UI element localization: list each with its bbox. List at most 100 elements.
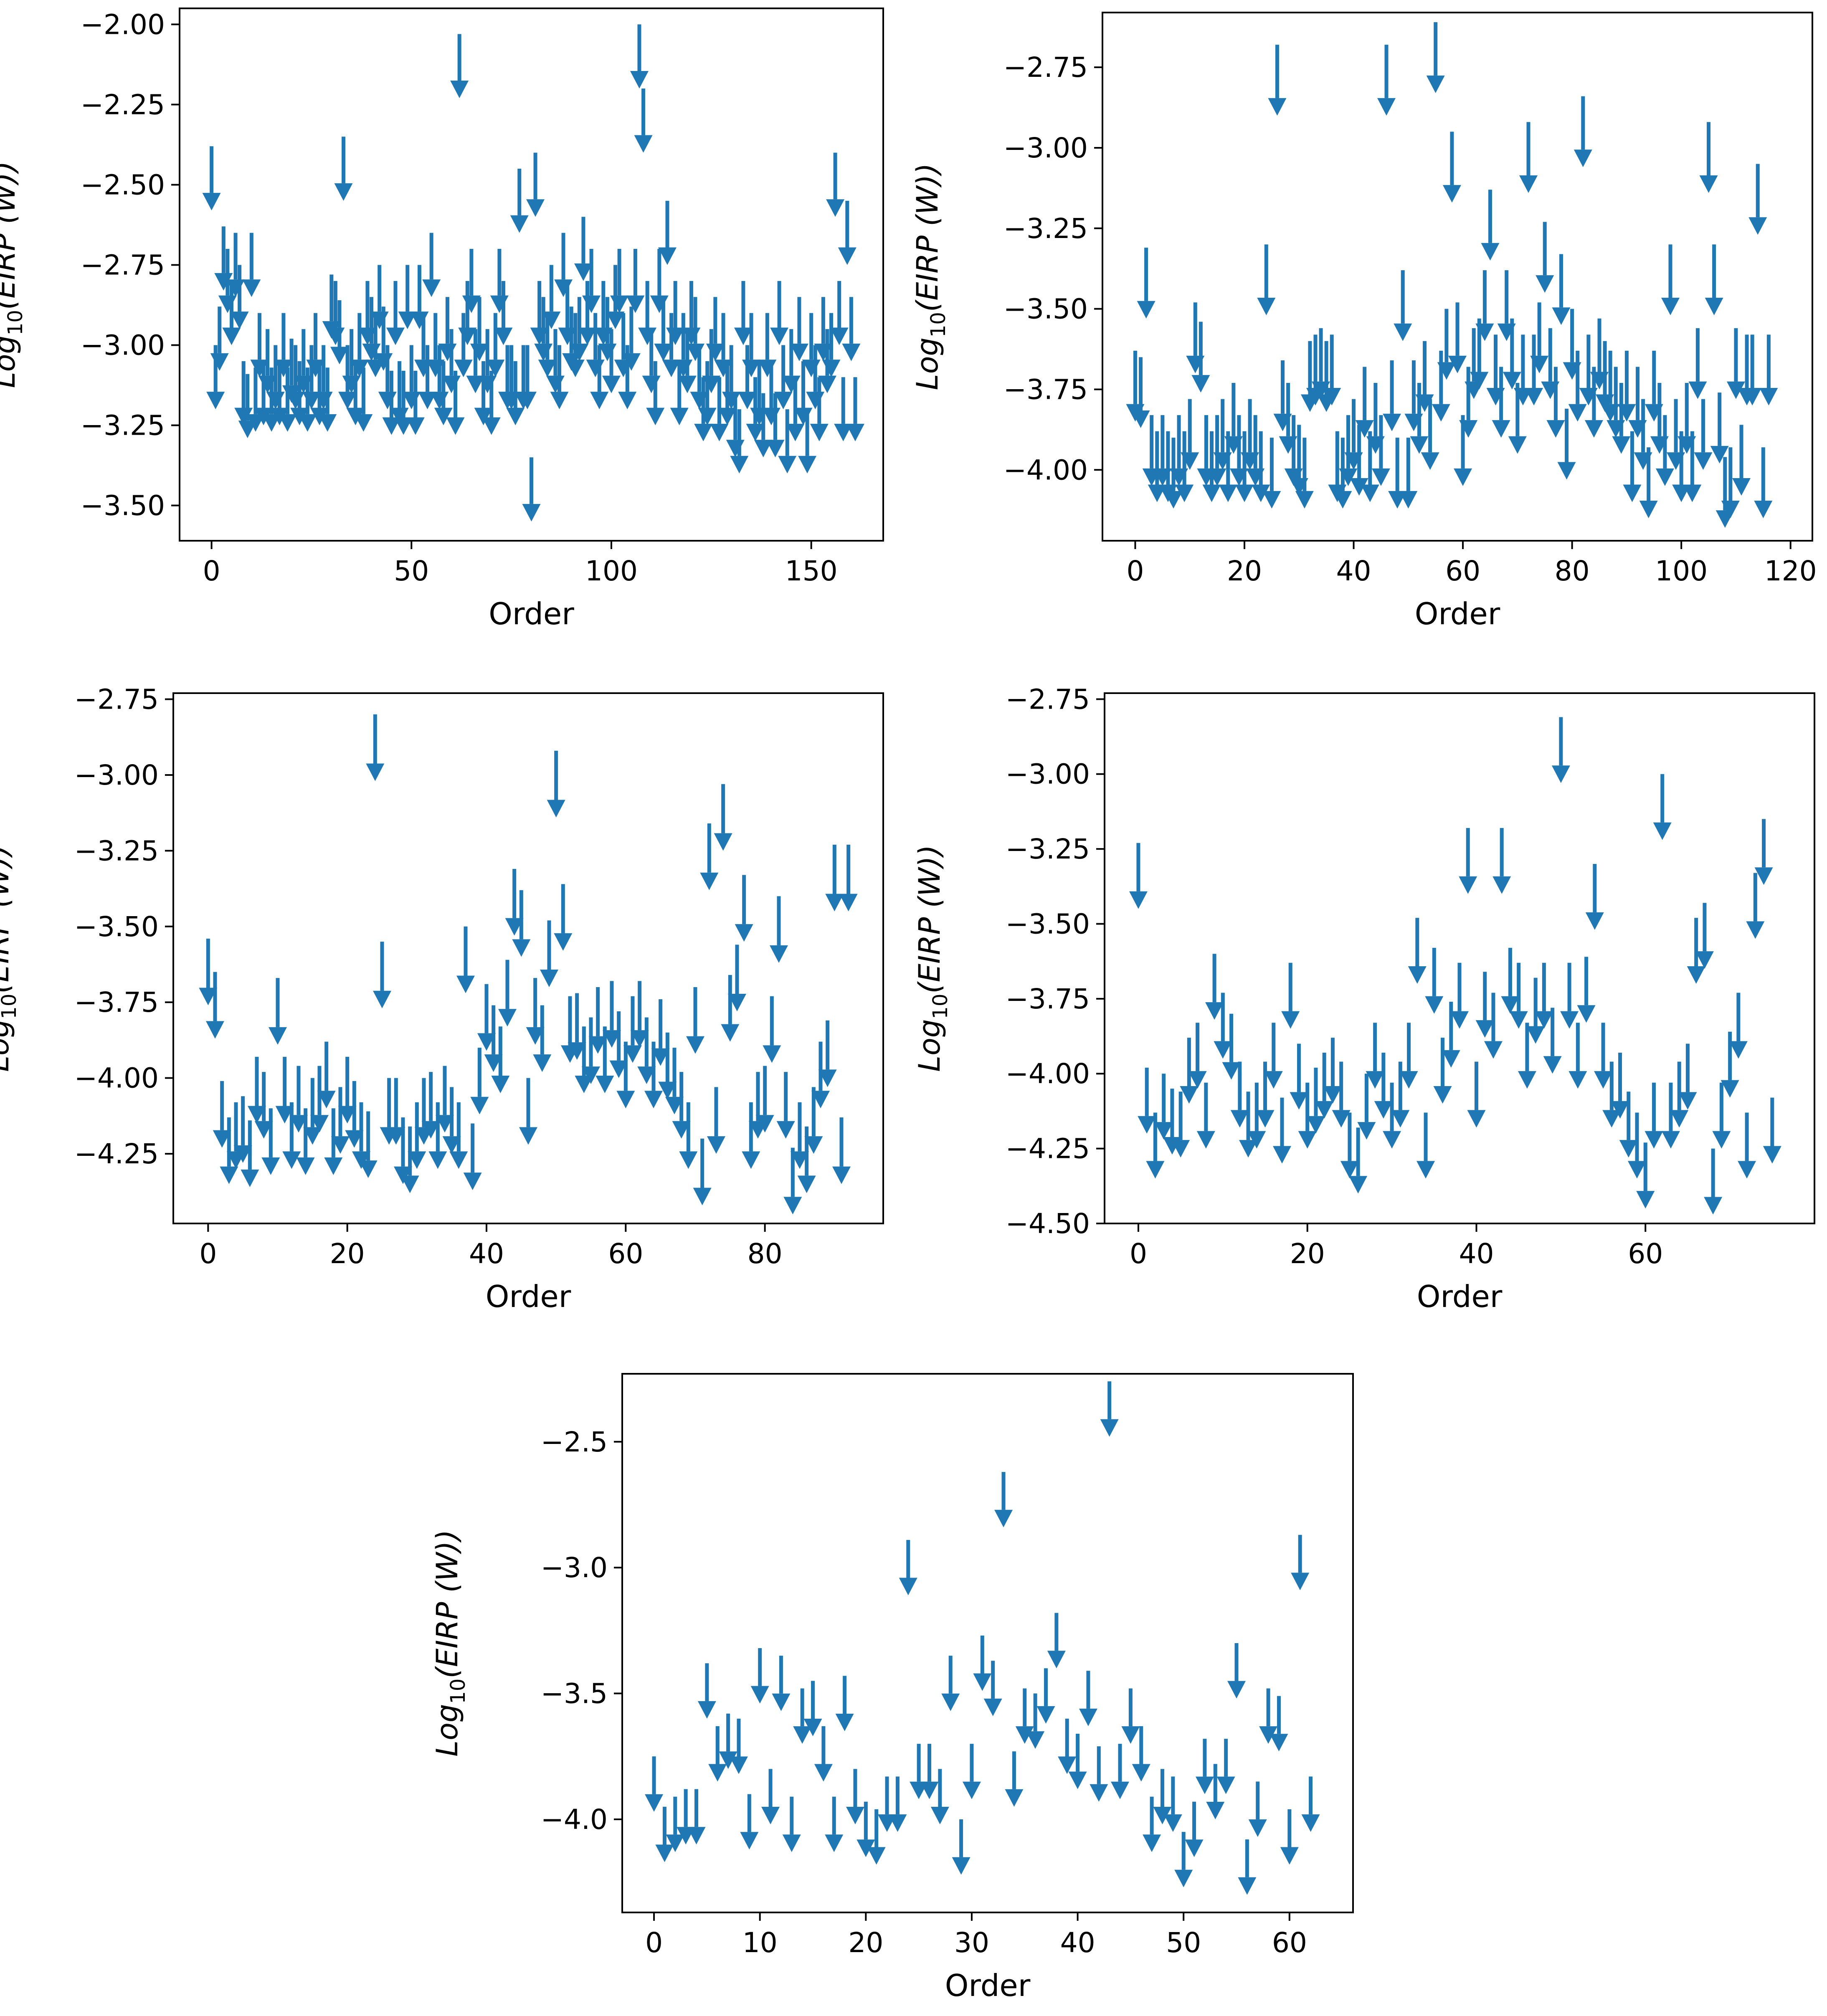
upper-limit-arrow	[763, 996, 781, 1063]
upper-limit-arrow	[1399, 1023, 1418, 1089]
arrow-head	[542, 312, 561, 329]
upper-limit-arrow	[1661, 1082, 1680, 1149]
arrow-head	[1230, 1110, 1249, 1128]
upper-limit-arrow	[331, 1087, 350, 1154]
y-tick-label: −3.00	[81, 329, 165, 361]
upper-limit-arrow	[1323, 1038, 1342, 1104]
upper-limit-arrow	[1560, 962, 1579, 1029]
upper-limit-arrow	[506, 361, 525, 425]
upper-limit-arrow	[570, 297, 589, 361]
x-tick-label: 120	[1764, 555, 1817, 587]
arrow-head	[1153, 1807, 1172, 1825]
upper-limit-arrow	[783, 1147, 802, 1215]
upper-limit-arrow	[510, 169, 529, 233]
upper-limit-arrow	[274, 313, 293, 377]
arrow-head	[602, 375, 621, 393]
upper-limit-arrow	[394, 1117, 412, 1184]
upper-limit-arrow	[334, 137, 353, 201]
data-series	[199, 714, 858, 1215]
arrow-head	[1683, 484, 1702, 502]
arrow-head	[728, 994, 746, 1011]
arrow-head	[1655, 468, 1674, 486]
upper-limit-arrow	[1291, 1535, 1310, 1591]
arrow-head	[1470, 372, 1489, 390]
upper-limit-arrow	[1705, 244, 1723, 316]
arrow-head	[491, 1075, 510, 1093]
y-axis-title: Log10(EIRP (W))	[0, 845, 21, 1072]
arrow-head	[1688, 381, 1707, 399]
arrow-head	[702, 375, 721, 393]
upper-limit-arrow	[755, 1066, 774, 1133]
arrow-head	[1290, 1092, 1308, 1110]
upper-limit-arrow	[442, 1087, 461, 1154]
upper-limit-arrow	[1535, 962, 1553, 1029]
arrow-head	[1484, 1041, 1503, 1059]
y-tick-label: −3.00	[1003, 132, 1088, 164]
arrow-head	[1248, 1819, 1267, 1837]
arrow-head	[842, 343, 861, 361]
x-tick-label: 100	[1655, 555, 1708, 587]
upper-limit-arrow	[1552, 254, 1571, 325]
arrow-head	[318, 414, 337, 432]
arrow-head	[665, 1097, 684, 1114]
arrow-head	[952, 1857, 971, 1875]
upper-limit-arrow	[1195, 1739, 1214, 1794]
x-tick-label: 80	[1555, 555, 1590, 587]
upper-limit-arrow	[710, 377, 729, 441]
upper-limit-arrow	[491, 1026, 510, 1093]
arrow-head	[1503, 372, 1521, 390]
arrow-head	[606, 312, 625, 329]
y-axis-title-subscript: 10	[929, 994, 952, 1019]
arrow-head	[400, 1175, 419, 1193]
upper-limit-arrow	[387, 1078, 405, 1145]
upper-limit-arrow	[1721, 447, 1740, 519]
arrow-head	[1619, 1140, 1638, 1158]
arrow-head	[738, 392, 757, 410]
arrow-head	[275, 1106, 294, 1124]
arrow-head	[637, 1066, 656, 1084]
upper-limit-arrow	[983, 1661, 1002, 1716]
upper-limit-arrow	[1694, 399, 1713, 470]
upper-limit-arrow	[1174, 1832, 1193, 1887]
arrow-head	[484, 1054, 503, 1072]
y-tick-label: −3.25	[81, 409, 165, 441]
upper-limit-arrow	[1121, 1688, 1140, 1744]
upper-limit-arrow	[1536, 222, 1554, 293]
y-axis-title: Log10(EIRP (W))	[430, 1530, 470, 1757]
upper-limit-arrow	[1526, 978, 1545, 1044]
arrow-head	[582, 1066, 600, 1084]
upper-limit-arrow	[1137, 248, 1155, 319]
arrow-head	[590, 392, 609, 410]
arrow-head	[1205, 1002, 1224, 1020]
upper-limit-arrow	[1273, 1097, 1291, 1164]
arrow-head	[1270, 1734, 1288, 1752]
arrow-head	[634, 135, 653, 153]
y-tick-label: −3.0	[541, 1552, 608, 1584]
arrow-head	[1175, 484, 1194, 502]
arrow-head	[983, 1698, 1002, 1716]
arrow-head	[394, 417, 413, 435]
arrow-head	[730, 456, 749, 474]
arrow-head	[1560, 1011, 1579, 1029]
upper-limit-arrow	[450, 34, 469, 99]
upper-limit-arrow	[1153, 1769, 1172, 1825]
upper-limit-arrow	[1746, 873, 1765, 939]
arrow-head	[740, 1832, 759, 1850]
arrow-head	[298, 414, 317, 432]
upper-limit-arrow	[233, 1096, 252, 1163]
upper-limit-arrow	[1569, 1023, 1587, 1089]
upper-limit-arrow	[386, 281, 405, 345]
arrow-head	[1339, 468, 1358, 486]
arrow-head	[366, 763, 385, 781]
upper-limit-arrow	[1425, 947, 1444, 1014]
arrow-head	[1636, 1191, 1655, 1209]
arrow-head	[1653, 822, 1672, 840]
upper-limit-arrow	[1111, 1744, 1130, 1799]
upper-limit-arrow	[622, 306, 641, 371]
x-tick-label: 20	[330, 1238, 365, 1270]
upper-limit-arrow	[835, 1676, 854, 1731]
arrow-head	[1188, 1071, 1207, 1089]
upper-limit-arrow	[456, 926, 475, 993]
arrow-head	[199, 988, 218, 1005]
y-axis-title-suffix: (EIRP (W))	[0, 161, 22, 310]
